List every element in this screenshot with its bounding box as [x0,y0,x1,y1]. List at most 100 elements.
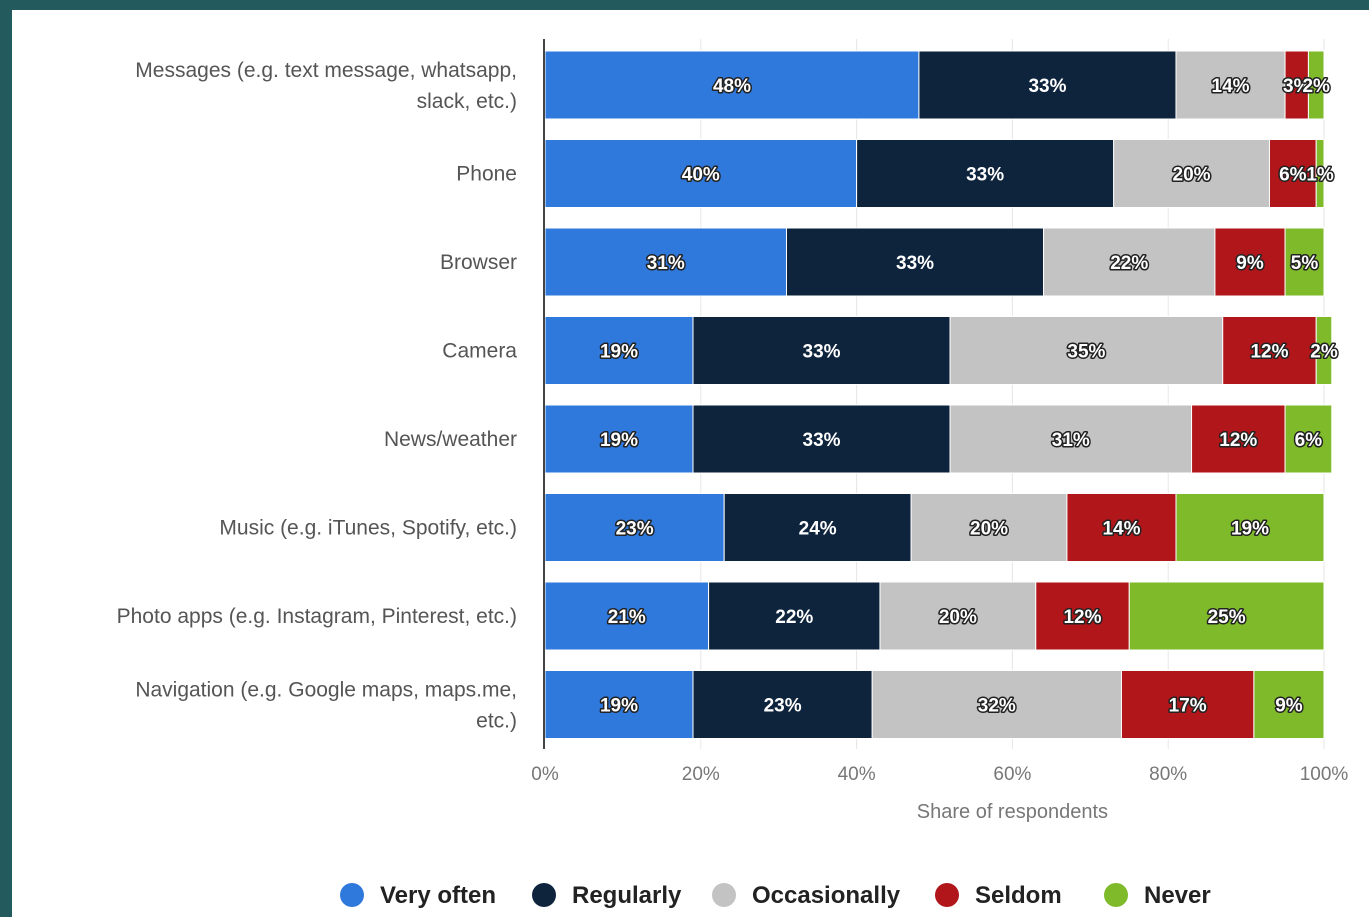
data-label: 3% [1283,76,1311,97]
data-label: 9% [1236,253,1264,274]
bar-segment [1120,670,1255,739]
legend-marker [340,883,364,907]
bar-segment [544,404,694,474]
data-label: 19% [600,342,638,363]
x-tick-label: 80% [1149,764,1187,785]
legend-marker [532,883,556,907]
data-label: 17% [1169,696,1207,717]
x-tick-label: 0% [531,764,559,785]
data-label: 31% [647,253,685,274]
bar-segment [1175,50,1286,120]
bar-segment [544,581,710,651]
bar-segment [1307,50,1325,120]
bar-segment [1284,404,1333,474]
data-label: 31% [1052,430,1090,451]
bar-segment [918,50,1177,120]
data-label: 20% [970,519,1008,540]
data-label: 22% [775,607,813,628]
data-label: 6% [1295,430,1323,451]
legend-item[interactable]: Regularly [572,882,682,909]
data-label: 33% [966,165,1004,186]
category-label: slack, etc.) [417,90,517,113]
legend-item[interactable]: Never [1144,882,1211,909]
data-label: 40% [682,165,720,186]
data-label: 19% [600,430,638,451]
data-label: 23% [616,519,654,540]
category-label: News/weather [384,428,517,451]
data-label: 2% [1310,342,1338,363]
bar-segment [692,670,873,739]
data-label: 35% [1067,342,1105,363]
legend-marker [1104,883,1128,907]
bar-segment [1128,581,1325,651]
bar-segment [879,581,1037,651]
bar-segment [544,139,858,208]
data-label: 33% [1028,76,1066,97]
legend-item[interactable]: Seldom [975,882,1062,909]
legend-item[interactable]: Occasionally [752,882,901,909]
category-label: Phone [456,163,517,186]
data-label: 24% [799,519,837,540]
x-tick-label: 100% [1300,764,1349,785]
bar-segment [692,404,951,474]
data-label: 12% [1219,430,1257,451]
bar-segment [1222,316,1317,385]
data-label: 33% [803,342,841,363]
data-label: 23% [764,696,802,717]
bar-segment [1284,227,1325,297]
bar-segment [1253,670,1325,739]
data-label: 25% [1208,607,1246,628]
category-label: etc.) [476,710,517,733]
category-label: Camera [442,340,517,363]
x-tick-label: 40% [838,764,876,785]
legend-marker [935,883,959,907]
bar-segment [949,316,1224,385]
data-label: 19% [1231,519,1269,540]
x-tick-label: 60% [993,764,1031,785]
bar-segment [1113,139,1270,208]
category-label: Browser [440,251,517,274]
data-label: 22% [1110,253,1148,274]
bar-segment [1066,493,1177,562]
data-label: 14% [1212,76,1250,97]
bar-segment [1315,139,1325,208]
data-label: 20% [1173,165,1211,186]
bar-segment [1268,139,1317,208]
data-label: 19% [600,696,638,717]
bar-segment [785,227,1045,297]
data-label: 21% [608,607,646,628]
bar-segment [949,404,1193,474]
bar-segment [871,670,1122,739]
data-label: 20% [939,607,977,628]
data-label: 33% [896,253,934,274]
data-label: 33% [803,430,841,451]
chart-frame: 48% 33% 14% 3% 2% Messages (e.g. text message… [12,10,1369,917]
bar-segment [544,227,787,297]
bar-segment [1175,493,1325,562]
bar-segment [544,493,725,562]
data-label: 14% [1102,519,1140,540]
bar-segment [544,670,694,739]
bar-segment [1043,227,1216,297]
data-label: 32% [978,696,1016,717]
data-label: 5% [1291,253,1319,274]
bar-segment [544,316,694,385]
category-label: Messages (e.g. text message, whatsapp, [135,59,517,82]
category-label: Navigation (e.g. Google maps, maps.me, [135,679,517,702]
data-label: 12% [1063,607,1101,628]
data-label: 1% [1306,165,1334,186]
data-label: 9% [1275,696,1303,717]
category-label: Photo apps (e.g. Instagram, Pinterest, e… [117,605,517,628]
data-label: 12% [1250,342,1288,363]
bar-segment [1191,404,1286,474]
data-label: 6% [1279,165,1307,186]
legend-item[interactable]: Very often [380,882,496,909]
bar-segment [1315,316,1333,385]
data-label: 2% [1302,76,1330,97]
stacked-bar-chart: 48% 33% 14% 3%2%Messages (e.g. text message… [117,39,1349,909]
x-tick-label: 20% [682,764,720,785]
bar-segment [692,316,951,385]
x-axis-title: Share of respondents [917,801,1108,823]
category-label: Music (e.g. iTunes, Spotify, etc.) [219,517,517,540]
bar-segment [544,50,920,120]
